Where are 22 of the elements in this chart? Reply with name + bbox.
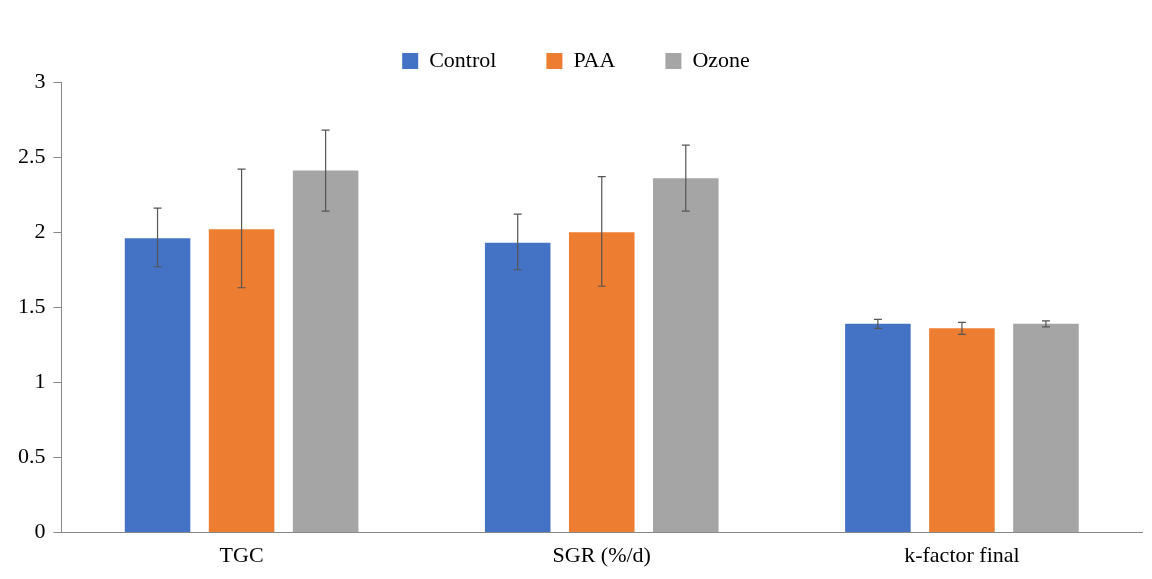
- y-tick-label: 1.5: [18, 293, 46, 319]
- legend-label: Ozone: [692, 46, 750, 72]
- y-tick-label: 2.5: [18, 142, 46, 168]
- bar: [208, 229, 275, 533]
- y-tick-label: 3: [34, 67, 46, 93]
- bar: [1013, 323, 1079, 533]
- bar: [292, 170, 359, 533]
- bar: [653, 178, 719, 533]
- x-tick-label: k-factor final: [904, 541, 1020, 567]
- bar: [568, 232, 635, 533]
- bar: [124, 238, 191, 533]
- legend-label: Control: [429, 46, 497, 72]
- y-tick-label: 0: [34, 518, 46, 544]
- y-tick-label: 1: [34, 368, 46, 394]
- x-tick-label: SGR (%/d): [552, 541, 651, 567]
- x-tick-label: TGC: [219, 541, 264, 567]
- legend-label: PAA: [573, 46, 616, 72]
- bar: [845, 323, 911, 533]
- y-tick-label: 0.5: [18, 443, 46, 469]
- bar: [484, 242, 551, 533]
- bar: [929, 328, 995, 533]
- y-tick-label: 2: [34, 217, 46, 243]
